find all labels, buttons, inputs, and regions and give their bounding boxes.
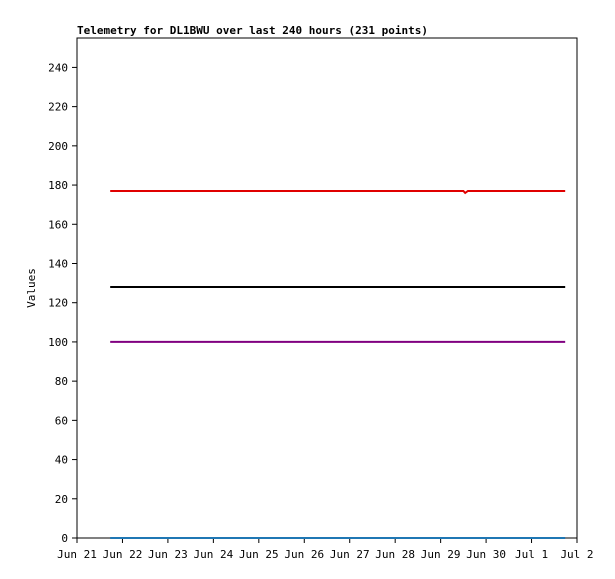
y-tick-label: 160 [48, 218, 68, 231]
y-tick-label: 20 [55, 493, 68, 506]
x-tick-label: Jun 24 [193, 548, 233, 561]
y-tick-label: 200 [48, 140, 68, 153]
y-tick-label: 60 [55, 414, 68, 427]
y-tick-label: 140 [48, 257, 68, 270]
x-tick-label: Jun 26 [284, 548, 324, 561]
y-tick-label: 120 [48, 297, 68, 310]
x-tick-label: Jun 28 [375, 548, 415, 561]
y-axis-label: Values [25, 268, 38, 308]
y-tick-label: 80 [55, 375, 68, 388]
y-tick-label: 40 [55, 454, 68, 467]
y-tick-label: 180 [48, 179, 68, 192]
y-tick-label: 240 [48, 61, 68, 74]
chart-title: Telemetry for DL1BWU over last 240 hours… [77, 24, 428, 37]
series-line [110, 189, 566, 195]
x-tick-label: Jun 29 [421, 548, 461, 561]
y-tick-label: 220 [48, 101, 68, 114]
x-tick-label: Jun 25 [239, 548, 279, 561]
y-tick-label: 0 [61, 532, 68, 545]
y-tick-label: 100 [48, 336, 68, 349]
x-tick-label: Jun 21 [57, 548, 97, 561]
x-tick-label: Jul 2 [560, 548, 593, 561]
x-tick-label: Jul 1 [515, 548, 548, 561]
x-tick-label: Jun 27 [330, 548, 370, 561]
x-tick-label: Jun 23 [148, 548, 188, 561]
x-tick-label: Jun 22 [103, 548, 143, 561]
x-tick-label: Jun 30 [466, 548, 506, 561]
